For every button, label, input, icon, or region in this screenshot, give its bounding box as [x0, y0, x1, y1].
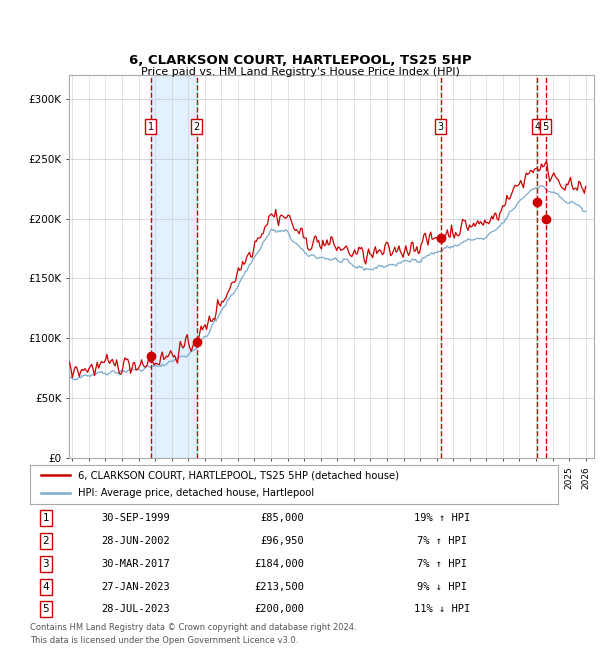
Text: HPI: Average price, detached house, Hartlepool: HPI: Average price, detached house, Hart… [77, 488, 314, 498]
Text: 7% ↑ HPI: 7% ↑ HPI [417, 536, 467, 546]
Text: 6, CLARKSON COURT, HARTLEPOOL, TS25 5HP: 6, CLARKSON COURT, HARTLEPOOL, TS25 5HP [128, 54, 472, 67]
Text: 19% ↑ HPI: 19% ↑ HPI [414, 514, 470, 523]
Text: £85,000: £85,000 [261, 514, 305, 523]
Text: 1: 1 [43, 514, 49, 523]
Text: 3: 3 [43, 559, 49, 569]
Text: 4: 4 [43, 582, 49, 592]
Text: 5: 5 [542, 122, 549, 131]
Text: £96,950: £96,950 [261, 536, 305, 546]
Text: 7% ↑ HPI: 7% ↑ HPI [417, 559, 467, 569]
Text: 30-SEP-1999: 30-SEP-1999 [101, 514, 170, 523]
Bar [151, 75, 197, 458]
Text: 1: 1 [148, 122, 154, 131]
Text: 6, CLARKSON COURT, HARTLEPOOL, TS25 5HP (detached house): 6, CLARKSON COURT, HARTLEPOOL, TS25 5HP … [77, 471, 398, 480]
Text: £200,000: £200,000 [254, 604, 305, 614]
Text: Contains HM Land Registry data © Crown copyright and database right 2024.: Contains HM Land Registry data © Crown c… [30, 623, 356, 632]
Text: 27-JAN-2023: 27-JAN-2023 [101, 582, 170, 592]
Bar [561, 75, 594, 458]
Text: 28-JUN-2002: 28-JUN-2002 [101, 536, 170, 546]
Text: Price paid vs. HM Land Registry's House Price Index (HPI): Price paid vs. HM Land Registry's House … [140, 67, 460, 77]
Text: £213,500: £213,500 [254, 582, 305, 592]
Text: 9% ↓ HPI: 9% ↓ HPI [417, 582, 467, 592]
Text: 2: 2 [193, 122, 200, 131]
Text: This data is licensed under the Open Government Licence v3.0.: This data is licensed under the Open Gov… [30, 636, 298, 645]
Text: 5: 5 [43, 604, 49, 614]
Text: 3: 3 [438, 122, 444, 131]
Text: 2: 2 [43, 536, 49, 546]
Text: £184,000: £184,000 [254, 559, 305, 569]
Text: 4: 4 [534, 122, 541, 131]
Text: 28-JUL-2023: 28-JUL-2023 [101, 604, 170, 614]
Text: 11% ↓ HPI: 11% ↓ HPI [414, 604, 470, 614]
Text: 30-MAR-2017: 30-MAR-2017 [101, 559, 170, 569]
Bar [561, 75, 594, 458]
